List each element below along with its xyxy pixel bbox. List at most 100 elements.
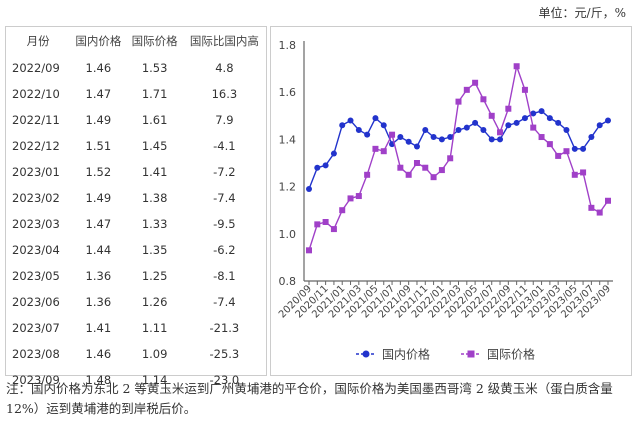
data-point bbox=[447, 155, 454, 162]
data-point bbox=[322, 162, 329, 169]
series-line-1 bbox=[308, 63, 609, 251]
data-point bbox=[505, 105, 512, 112]
table-row: 2023/07 1.41 1.11 -21.3 bbox=[6, 315, 266, 341]
data-point bbox=[422, 126, 429, 133]
column-header: 月份 bbox=[26, 34, 50, 48]
table-cell: 1.51 bbox=[85, 139, 112, 153]
data-point bbox=[530, 124, 537, 131]
table-cell: 1.47 bbox=[85, 217, 112, 231]
legend-marker bbox=[362, 350, 370, 358]
table-cell: 1.11 bbox=[141, 321, 168, 335]
data-point bbox=[455, 126, 462, 133]
data-point bbox=[306, 247, 312, 254]
table-row: 2022/10 1.47 1.71 16.3 bbox=[6, 81, 266, 107]
table-cell: -23.0 bbox=[209, 373, 240, 387]
y-tick-label: 1.4 bbox=[279, 133, 297, 146]
price-table: 月份 国内价格 国际价格 国际比国内高 2022/09 1.46 1.53 4.8 2022/… bbox=[5, 26, 267, 387]
data-point bbox=[330, 150, 337, 157]
table-row: 2023/05 1.36 1.25 -8.1 bbox=[6, 263, 266, 289]
table-row: 2022/09 1.46 1.53 4.8 bbox=[6, 55, 266, 81]
data-point bbox=[339, 122, 346, 129]
table-cell: 1.38 bbox=[141, 191, 168, 205]
unit-label: 单位：元/斤，% bbox=[538, 6, 626, 20]
data-point bbox=[405, 138, 412, 145]
table-cell: 1.26 bbox=[141, 295, 168, 309]
data-point bbox=[563, 126, 570, 133]
data-point bbox=[372, 115, 379, 122]
table-cell: 1.53 bbox=[141, 61, 168, 75]
data-point bbox=[397, 164, 404, 171]
data-point bbox=[546, 141, 553, 148]
data-point bbox=[513, 119, 520, 126]
table-cell: 2023/01 bbox=[12, 165, 60, 179]
data-point bbox=[488, 136, 495, 143]
table-row: 2023/03 1.47 1.33 -9.5 bbox=[6, 211, 266, 237]
table-cell: -4.1 bbox=[213, 139, 236, 153]
table-cell: 1.49 bbox=[85, 191, 112, 205]
legend-label: 国内价格 bbox=[382, 347, 430, 362]
table-row: 2023/08 1.46 1.09 -25.3 bbox=[6, 341, 266, 367]
table-row: 2023/04 1.44 1.35 -6.2 bbox=[6, 237, 266, 263]
data-point bbox=[405, 171, 412, 178]
table-cell: -7.4 bbox=[213, 191, 236, 205]
data-point bbox=[505, 122, 512, 129]
column-header: 国内价格 bbox=[75, 34, 122, 48]
table-cell: 2023/09 bbox=[12, 373, 60, 387]
data-point bbox=[455, 98, 462, 105]
table-cell: 2023/02 bbox=[12, 191, 60, 205]
data-point bbox=[347, 195, 354, 202]
table-cell: 2023/05 bbox=[12, 269, 60, 283]
table-cell: 1.49 bbox=[85, 113, 112, 127]
data-point bbox=[380, 148, 387, 155]
data-point bbox=[413, 143, 420, 150]
table-cell: 1.45 bbox=[141, 139, 168, 153]
data-point bbox=[463, 124, 470, 131]
table-cell: 2023/08 bbox=[12, 347, 60, 361]
table-cell: 16.3 bbox=[211, 87, 238, 101]
table-cell: 1.36 bbox=[85, 269, 112, 283]
table-row: 2022/12 1.51 1.45 -4.1 bbox=[6, 133, 266, 159]
table-row: 2023/09 1.48 1.14 -23.0 bbox=[6, 367, 266, 393]
data-point bbox=[555, 119, 562, 126]
data-point bbox=[347, 117, 354, 124]
data-point bbox=[580, 169, 587, 176]
table-cell: 1.09 bbox=[141, 347, 168, 361]
table-row: 2023/02 1.49 1.38 -7.4 bbox=[6, 185, 266, 211]
y-tick-label: 1.2 bbox=[279, 181, 297, 194]
data-point bbox=[314, 164, 321, 171]
table-row: 2023/06 1.36 1.26 -7.4 bbox=[6, 289, 266, 315]
data-point bbox=[497, 129, 504, 136]
y-tick-label: 1.8 bbox=[279, 39, 297, 52]
table-cell: -7.2 bbox=[213, 165, 236, 179]
table-cell: -7.4 bbox=[213, 295, 236, 309]
data-point bbox=[355, 126, 362, 133]
data-point bbox=[488, 112, 495, 119]
data-point bbox=[580, 145, 587, 152]
data-point bbox=[605, 197, 611, 204]
data-point bbox=[330, 226, 337, 233]
table-cell: 1.61 bbox=[141, 113, 168, 127]
data-point bbox=[538, 134, 545, 141]
data-point bbox=[596, 209, 603, 216]
table-cell: -8.1 bbox=[213, 269, 236, 283]
column-header: 国际价格 bbox=[131, 34, 178, 48]
data-point bbox=[530, 110, 537, 117]
data-point bbox=[372, 145, 379, 152]
data-point bbox=[480, 96, 487, 103]
table-cell: 1.35 bbox=[141, 243, 168, 257]
table-cell: 2022/12 bbox=[12, 139, 60, 153]
column-header: 国际比国内高 bbox=[189, 34, 259, 48]
table-cell: 2023/04 bbox=[12, 243, 60, 257]
data-point bbox=[596, 122, 603, 129]
data-point bbox=[306, 185, 312, 192]
table-row: 2023/01 1.52 1.41 -7.2 bbox=[6, 159, 266, 185]
data-point bbox=[571, 145, 578, 152]
table-cell: 4.8 bbox=[215, 61, 234, 75]
footnote: 注：国内价格为东北 2 等黄玉米运到广州黄埔港的平仓价，国际价格为美国墨西哥湾 … bbox=[6, 381, 613, 416]
table-cell: 1.44 bbox=[85, 243, 112, 257]
data-point bbox=[430, 174, 437, 181]
data-point bbox=[389, 131, 396, 138]
y-tick-label: 1.6 bbox=[279, 86, 297, 99]
data-point bbox=[521, 115, 528, 122]
data-point bbox=[438, 136, 445, 143]
